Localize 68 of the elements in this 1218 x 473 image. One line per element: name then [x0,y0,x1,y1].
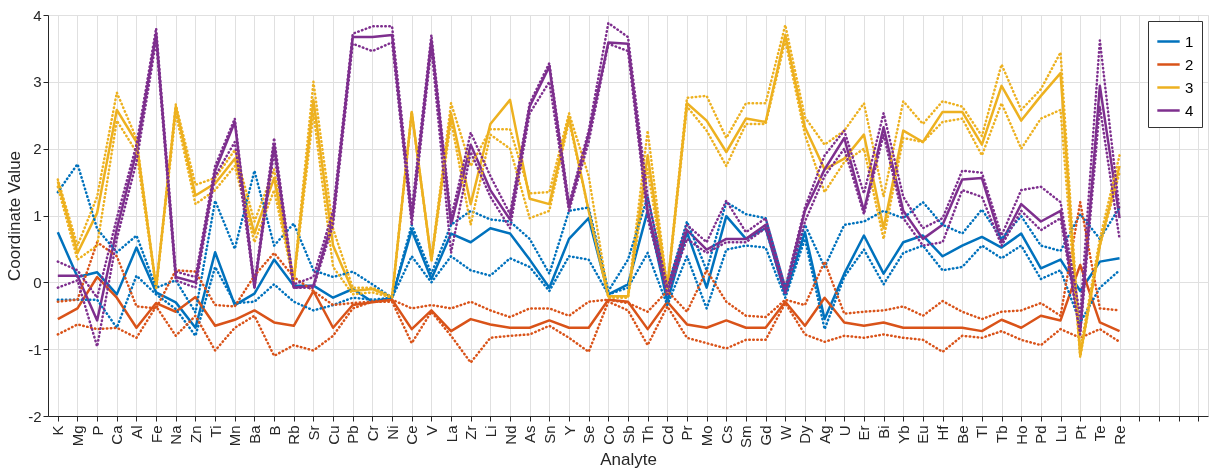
legend-label: 4 [1185,101,1194,119]
x-tick-label: La [442,424,460,443]
x-tick-label: Bi [875,425,893,439]
x-tick-label: Ho [1012,425,1030,445]
x-tick-label: Re [1111,425,1129,445]
x-tick-label: Pr [678,425,696,441]
x-tick-label: Pt [1071,424,1089,440]
y-tick-label: 4 [33,6,42,24]
x-tick-label: Cr [363,425,381,442]
x-tick-label: Cu [324,425,342,445]
x-tick-label: Pb [344,425,362,444]
y-tick-label: 0 [33,273,42,291]
x-tick-label: Zr [462,425,480,440]
x-tick-label: Sr [304,425,322,441]
y-tick-label: -2 [28,407,42,425]
x-axis-title: Analyte [600,450,657,469]
legend-label: 1 [1185,32,1194,50]
x-tick-label: Ag [816,425,834,444]
x-tick-label: Y [560,425,578,436]
x-tick-label: Te [1091,425,1109,442]
x-tick-label: Ce [403,425,421,445]
x-tick-label: Pd [1032,425,1050,444]
x-tick-label: Se [580,425,598,444]
legend-label: 2 [1185,55,1194,73]
y-tick-label: 3 [33,73,42,91]
y-axis-title: Coordinate Value [5,150,25,282]
x-tick-label: Sn [540,425,558,444]
x-tick-label: Mo [698,425,716,447]
x-tick-label: Lu [1052,425,1070,443]
x-tick-label: Yb [894,425,912,444]
x-tick-label: Th [639,425,657,444]
x-tick-label: Er [855,425,873,441]
x-tick-label: Fe [147,425,165,444]
x-tick-label: Ti [206,425,224,438]
x-tick-label: P [88,425,106,436]
x-tick-label: Al [127,425,145,439]
x-tick-label: Nd [501,425,519,445]
x-tick-label: Ba [245,424,263,444]
y-tick-label: 1 [33,207,42,224]
x-tick-label: Cd [658,425,676,445]
x-tick-label: U [835,425,853,437]
x-tick-label: Eu [914,425,932,444]
x-tick-label: Sb [619,425,637,444]
x-tick-label: Tl [973,425,991,438]
x-tick-label: V [422,425,440,436]
x-tick-label: Co [599,425,617,445]
x-tick-label: K [49,425,67,436]
x-tick-label: Tb [993,425,1011,444]
x-tick-label: Mn [226,425,244,447]
x-tick-label: Sm [737,425,755,448]
x-tick-label: Cs [717,425,735,444]
x-tick-label: As [521,425,539,444]
y-tick-label: -1 [28,340,42,358]
x-tick-label: Zn [186,425,204,444]
x-tick-label: Li [481,425,499,438]
x-tick-label: Na [167,424,185,445]
x-tick-label: Mg [68,425,86,447]
x-tick-label: Dy [796,425,814,444]
x-tick-label: Be [953,425,971,444]
y-tick-label: 2 [33,140,42,158]
x-tick-label: Hf [934,424,952,441]
x-tick-label: Rb [285,425,303,445]
legend-label: 3 [1185,78,1194,96]
x-tick-label: Gd [757,425,775,446]
x-tick-label: Ca [108,424,126,445]
x-tick-label: B [265,425,283,436]
x-tick-label: W [776,424,794,440]
x-tick-label: Ni [383,425,401,440]
